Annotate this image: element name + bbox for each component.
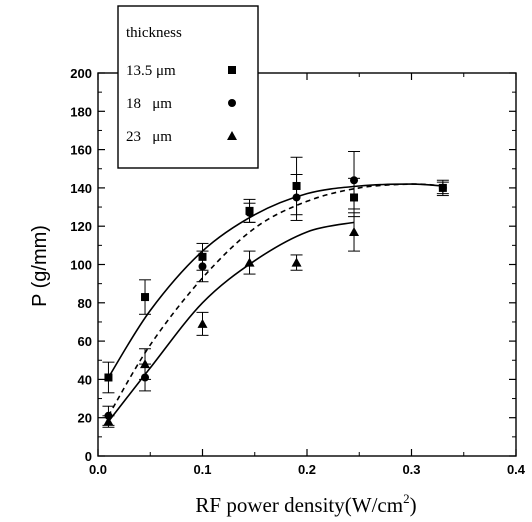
data-point-circle-marker <box>198 262 207 271</box>
x-tick-label: 0.3 <box>402 462 420 477</box>
y-tick-label: 20 <box>78 411 92 426</box>
y-axis-title: P (g/mm) <box>29 225 51 307</box>
x-tick-label: 0.4 <box>507 462 526 477</box>
data-point-circle-marker <box>245 208 254 217</box>
y-tick-label: 100 <box>70 258 92 273</box>
data-point-triangle-marker <box>140 359 151 369</box>
legend-triangle-marker <box>227 131 237 140</box>
legend-square-marker <box>228 66 236 74</box>
legend-entry-label: 13.5 μm <box>126 63 176 79</box>
y-tick-label: 80 <box>78 296 92 311</box>
data-point-triangle-marker <box>244 257 255 267</box>
x-tick-label: 0.2 <box>298 462 316 477</box>
data-point-square-marker <box>292 181 301 190</box>
x-tick-label: 0.1 <box>193 462 211 477</box>
data-point-circle-marker <box>292 193 301 202</box>
data-point-circle-marker <box>104 411 113 420</box>
data-point-circle-marker <box>141 373 150 382</box>
legend-circle-marker <box>228 99 236 107</box>
legend-box <box>117 5 259 169</box>
data-point-triangle-marker <box>197 318 208 328</box>
legend-title: thickness <box>126 25 182 41</box>
y-tick-label: 60 <box>78 334 92 349</box>
fit-curve-3 <box>107 221 355 423</box>
data-point-square-marker <box>350 193 359 202</box>
fit-curve-2 <box>107 183 443 417</box>
x-axis-title: RF power density(W/cm2) <box>195 491 416 517</box>
data-point-square-marker <box>104 373 113 382</box>
x-tick-label: 0.0 <box>89 462 107 477</box>
y-tick-label: 140 <box>70 181 92 196</box>
y-tick-label: 160 <box>70 143 92 158</box>
y-tick-label: 200 <box>70 66 92 81</box>
y-tick-label: 120 <box>70 219 92 234</box>
data-point-triangle-marker <box>291 257 302 267</box>
legend-entry-label: 18 μm <box>126 96 172 112</box>
data-point-triangle-marker <box>349 226 360 236</box>
data-point-triangle-marker <box>103 416 114 426</box>
legend-entry-label: 23 μm <box>126 129 172 145</box>
y-tick-label: 40 <box>78 372 92 387</box>
data-point-square-marker <box>141 293 150 302</box>
data-point-circle-marker <box>350 176 359 185</box>
data-point-square-marker <box>198 252 207 261</box>
y-tick-label: 0 <box>85 449 92 464</box>
data-point-circle-marker <box>438 183 447 192</box>
y-tick-label: 180 <box>70 104 92 119</box>
fit-curve-1 <box>107 183 443 378</box>
